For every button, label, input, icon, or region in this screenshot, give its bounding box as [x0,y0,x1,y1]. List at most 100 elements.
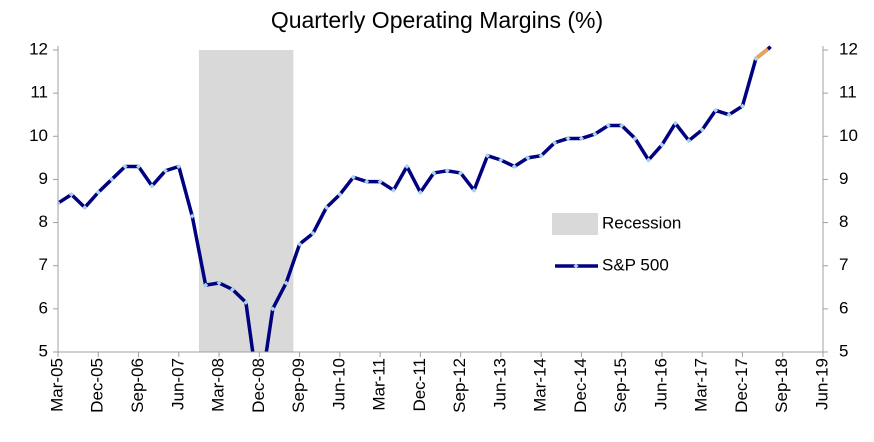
marker [283,280,289,286]
recession-bar [225,50,240,352]
y2-tick-label: 5 [839,341,848,360]
y-tick-label: 5 [39,341,48,360]
recession-bar [239,50,254,352]
x-tick-label: Dec-17 [732,358,751,413]
marker [95,189,101,195]
y-tick-label: 10 [29,126,48,145]
x-tick-label: Sep-18 [772,358,791,413]
marker [619,123,625,128]
x-tick-label: Jun-07 [168,358,187,410]
y-tick-label: 8 [39,212,48,231]
recession-bar [279,50,294,352]
marker [538,153,544,159]
marker [229,286,235,292]
marker [458,170,464,176]
marker [525,155,531,161]
x-tick-label: Jun-13 [490,358,509,410]
marker [203,282,209,288]
marker [364,179,370,185]
x-tick-label: Sep-09 [289,358,308,413]
x-tick-label: Dec-05 [88,358,107,413]
legend-swatch [552,213,598,235]
x-tick-label: Mar-08 [209,358,228,412]
y2-tick-label: 11 [839,83,857,102]
legend-label: S&P 500 [602,255,669,274]
x-tick-label: Mar-11 [370,358,389,411]
y-tick-label: 11 [30,83,48,102]
marker [471,187,477,193]
marker [444,168,450,174]
marker [739,103,745,109]
marker [592,131,598,137]
legend-label: Recession [602,213,681,232]
marker [109,176,115,182]
marker [659,142,665,148]
y-tick-label: 12 [29,39,48,58]
marker [297,241,303,247]
y-tick-label: 6 [39,298,48,317]
marker [766,45,772,51]
y2-tick-label: 8 [839,212,848,231]
marker [753,56,759,62]
marker [136,163,142,169]
x-tick-label: Jun-10 [329,358,348,410]
marker [58,200,61,206]
marker [726,112,732,118]
marker [176,163,182,169]
marker [484,153,490,159]
marker [189,213,195,219]
y2-tick-label: 9 [839,169,848,188]
marker [323,204,329,210]
marker [270,306,276,312]
y2-tick-label: 6 [839,298,848,317]
marker [431,170,437,176]
marker [552,140,558,146]
marker [82,204,88,210]
marker [162,168,168,174]
y-tick-label: 7 [39,255,48,274]
marker [632,135,638,141]
y2-tick-label: 12 [839,39,858,58]
marker [605,123,611,128]
x-tick-label: Jun-16 [651,358,670,410]
y-tick-label: 9 [39,169,48,188]
last-segment [754,46,771,60]
marker [578,135,584,141]
marker [149,183,155,189]
line [58,46,771,352]
marker [122,163,128,169]
marker [686,138,692,144]
chart-title: Quarterly Operating Margins (%) [271,7,603,33]
marker [646,157,652,163]
legend-marker [573,263,579,269]
marker [68,192,74,198]
x-tick-label: Mar-17 [692,358,711,412]
recession-bar [252,50,267,352]
x-tick-label: Dec-14 [571,358,590,413]
x-tick-label: Mar-14 [531,358,550,412]
marker [243,299,249,305]
marker [337,192,343,198]
x-tick-label: Mar-05 [47,358,66,412]
x-tick-label: Sep-15 [611,358,630,413]
marker [417,189,423,195]
marker [699,127,705,133]
x-tick-label: Dec-08 [249,358,268,413]
marker [672,120,678,126]
x-tick-label: Dec-11 [410,358,429,412]
marker [498,157,504,163]
marker [404,163,410,169]
y2-tick-label: 10 [839,126,858,145]
marker [565,135,571,141]
marker [391,187,397,193]
marker [216,280,222,286]
marker [511,163,517,169]
recession-bar [198,50,213,352]
x-tick-label: Sep-06 [128,358,147,413]
recession-bar [266,50,280,352]
marker [713,107,719,113]
marker [310,230,316,236]
recession-bar [212,50,227,352]
y2-tick-label: 7 [839,255,848,274]
